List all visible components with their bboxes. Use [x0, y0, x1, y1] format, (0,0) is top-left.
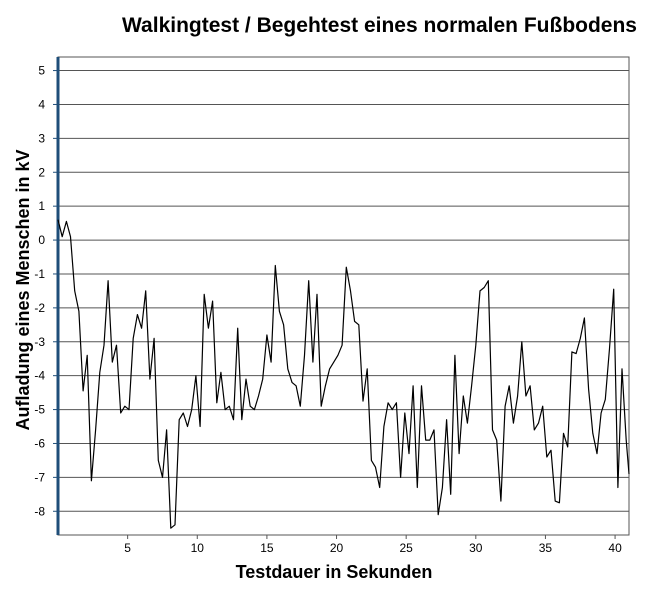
y-tick-label: -4 [34, 369, 45, 383]
x-tick-label: 20 [330, 541, 344, 555]
y-tick-labels: 5 4 3 2 1 0 -1 -2 -3 -4 -5 -6 -7 -8 [34, 64, 45, 519]
x-axis-label: Testdauer in Sekunden [236, 562, 433, 582]
gridlines [53, 70, 629, 512]
y-tick-label: -1 [34, 267, 45, 281]
y-tick-label: 2 [38, 165, 45, 179]
y-tick-label: -7 [34, 470, 45, 484]
y-tick-label: 5 [38, 64, 45, 78]
x-tick-label: 5 [124, 541, 131, 555]
y-tick-label: 4 [38, 97, 45, 111]
y-axis-label: Aufladung eines Menschen in kV [13, 149, 33, 430]
chart-title: Walkingtest / Begehtest eines normalen F… [122, 14, 637, 37]
x-tick-labels: 5 10 15 20 25 30 35 40 [124, 535, 622, 555]
y-tick-label: 0 [38, 233, 45, 247]
x-tick-label: 10 [191, 541, 205, 555]
series-line [57, 219, 630, 529]
y-tick-label: 1 [38, 199, 45, 213]
y-tick-label: -6 [34, 436, 45, 450]
x-tick-label: 25 [399, 541, 413, 555]
plot-area [57, 56, 630, 536]
y-tick-label: -3 [34, 335, 45, 349]
y-tick-label: -5 [34, 403, 45, 417]
y-tick-label: -8 [34, 504, 45, 518]
x-tick-label: 35 [539, 541, 553, 555]
x-tick-label: 15 [260, 541, 274, 555]
x-tick-label: 40 [608, 541, 622, 555]
y-tick-label: -2 [34, 301, 45, 315]
x-tick-label: 30 [469, 541, 483, 555]
y-tick-label: 3 [38, 131, 45, 145]
